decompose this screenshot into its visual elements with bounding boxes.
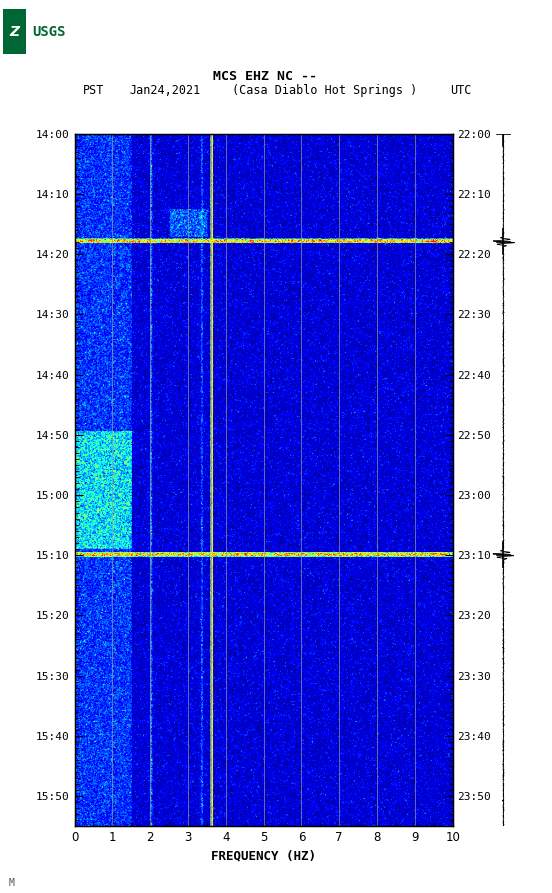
Text: Jan24,2021: Jan24,2021 <box>130 84 201 97</box>
Text: Z: Z <box>9 24 19 38</box>
Text: PST: PST <box>83 84 104 97</box>
Text: (Casa Diablo Hot Springs ): (Casa Diablo Hot Springs ) <box>232 84 417 97</box>
Text: USGS: USGS <box>32 24 65 38</box>
Text: M: M <box>8 878 14 888</box>
Text: MCS EHZ NC --: MCS EHZ NC -- <box>213 70 317 83</box>
Text: UTC: UTC <box>450 84 471 97</box>
FancyBboxPatch shape <box>3 9 26 54</box>
X-axis label: FREQUENCY (HZ): FREQUENCY (HZ) <box>211 849 316 863</box>
